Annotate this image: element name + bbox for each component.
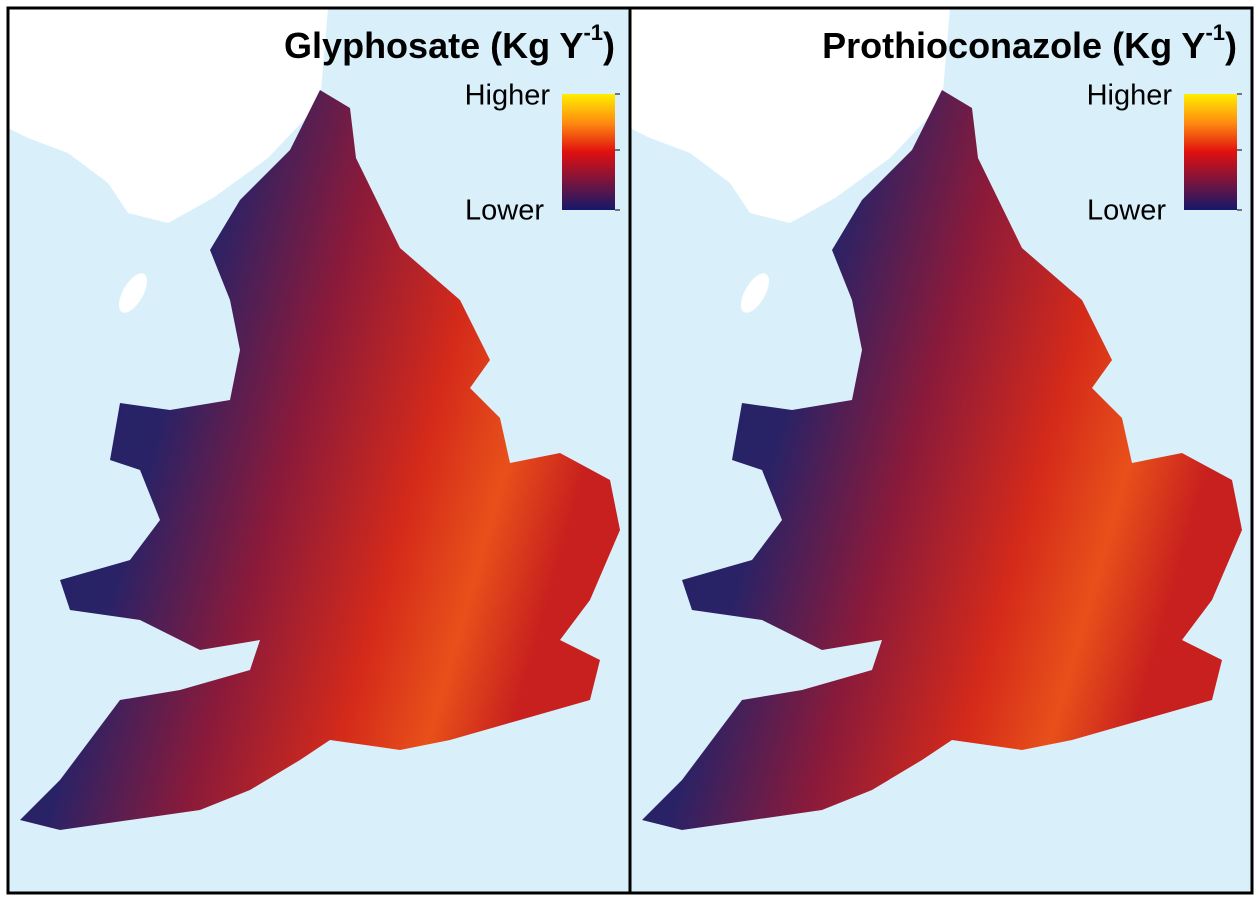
title-end: ) xyxy=(1225,25,1237,66)
title-superscript: -1 xyxy=(1205,20,1225,45)
map-image xyxy=(8,8,630,893)
title-end: ) xyxy=(603,25,615,66)
legend-scale xyxy=(562,94,615,210)
legend-high: Higher xyxy=(465,80,551,112)
panel-title: Glyphosate (Kg Y-1) xyxy=(284,20,615,66)
frame xyxy=(6,6,1254,895)
legend-low: Lower xyxy=(465,195,544,227)
panel-title: Prothioconazole (Kg Y-1) xyxy=(822,20,1237,66)
legend-low: Lower xyxy=(1087,195,1166,227)
title-text: Prothioconazole (Kg Y xyxy=(822,25,1205,66)
title-text: Glyphosate (Kg Y xyxy=(284,25,583,66)
legend-scale xyxy=(1184,94,1237,210)
map-image xyxy=(630,8,1252,893)
legend-high: Higher xyxy=(1087,80,1173,112)
title-superscript: -1 xyxy=(583,20,603,45)
map-panel: Glyphosate (Kg Y-1) Higher Lower xyxy=(8,8,630,893)
map-panel: Prothioconazole (Kg Y-1) Higher Lower xyxy=(630,8,1252,893)
